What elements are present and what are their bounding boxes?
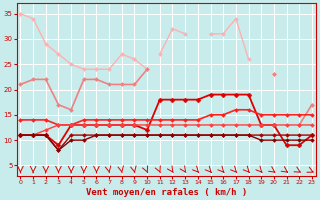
X-axis label: Vent moyen/en rafales ( km/h ): Vent moyen/en rafales ( km/h ): [85, 188, 247, 197]
